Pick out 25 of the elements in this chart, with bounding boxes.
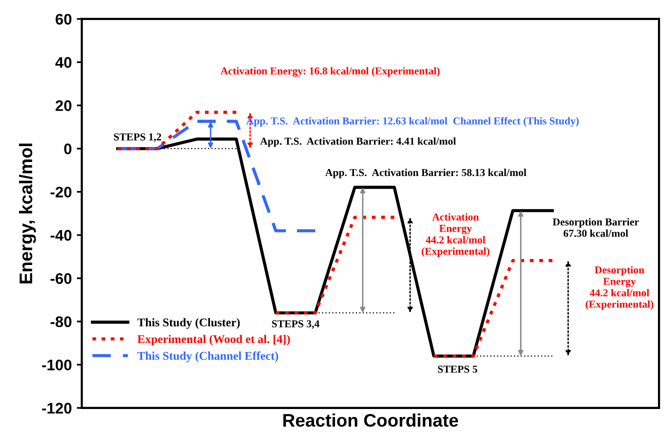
y-tick-label: -120 [42, 402, 72, 414]
legend-label: This Study (Cluster) [137, 318, 240, 329]
y-tick-label: -100 [42, 360, 72, 370]
annotation: Activation Energy: 16.8 kcal/mol (Experimental) [220, 67, 440, 77]
y-tick-label: 60 [56, 14, 72, 25]
annotation: App. T.S. Activation Barrier: 12.63 kcal/mol Channel Effect (This Study) [246, 116, 579, 127]
annotation: App. T.S. Activation Barrier: 4.41 kcal/mol [260, 137, 456, 147]
y-axis-title: Energy, kcal/mol [19, 144, 36, 284]
annotation: STEPS 1,2 [114, 133, 162, 142]
annotation: Desorption Barrier 67.30 kcal/mol [552, 218, 639, 237]
y-tick-label: -60 [50, 273, 72, 284]
x-axis-title: Reaction Coordinate [283, 413, 458, 427]
y-tick-label: -80 [50, 316, 72, 328]
y-tick-label: -40 [50, 230, 72, 241]
y-tick-label: -20 [50, 186, 72, 198]
annotation: STEPS 5 [438, 366, 478, 373]
y-tick-label: 20 [56, 100, 72, 112]
text: Desorption Energy 44.2 kcal/mol (Experimental) [586, 266, 654, 310]
annotation: STEPS 3,4 [272, 320, 320, 329]
legend-label: This Study (Channel Effect) [137, 351, 278, 362]
y-tick-label: 40 [55, 57, 72, 68]
annotation: Activation Energy 44.2 kcal/mol (Experimental) [422, 213, 490, 257]
annotation: App. T.S. Activation Barrier: 58.13 kcal/mol [325, 168, 526, 178]
y-tick-label: 0 [64, 143, 72, 154]
legend-label: Experimental (Wood et al. [4]) [137, 334, 290, 346]
